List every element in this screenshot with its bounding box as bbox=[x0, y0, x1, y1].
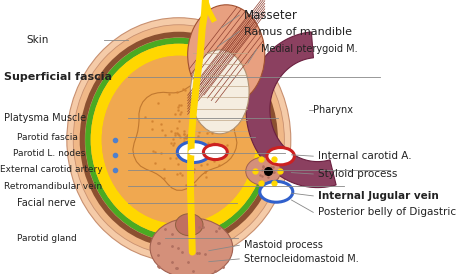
Text: Mastoid process: Mastoid process bbox=[244, 240, 322, 250]
Circle shape bbox=[177, 142, 210, 162]
Ellipse shape bbox=[175, 214, 203, 236]
Text: External carotid artery: External carotid artery bbox=[0, 165, 103, 174]
Text: Superficial fascia: Superficial fascia bbox=[4, 72, 112, 82]
Text: Ramus of mandible: Ramus of mandible bbox=[244, 27, 352, 36]
Circle shape bbox=[260, 181, 293, 202]
Ellipse shape bbox=[85, 38, 273, 242]
Ellipse shape bbox=[80, 32, 278, 248]
Text: Sternocleidomastoid M.: Sternocleidomastoid M. bbox=[244, 254, 358, 264]
Text: Styloid process: Styloid process bbox=[318, 169, 397, 179]
Text: Retromandibular vein: Retromandibular vein bbox=[4, 182, 102, 191]
Text: Posterior belly of Digastric: Posterior belly of Digastric bbox=[318, 207, 456, 217]
Text: Parotid fascia: Parotid fascia bbox=[18, 133, 78, 141]
Ellipse shape bbox=[73, 25, 284, 255]
Circle shape bbox=[203, 145, 228, 159]
Ellipse shape bbox=[150, 218, 233, 274]
Text: Parotid gland: Parotid gland bbox=[18, 234, 77, 243]
Ellipse shape bbox=[67, 18, 291, 262]
Ellipse shape bbox=[188, 5, 265, 105]
Polygon shape bbox=[133, 83, 237, 190]
Text: Internal Jugular vein: Internal Jugular vein bbox=[318, 191, 438, 201]
Polygon shape bbox=[246, 32, 336, 188]
Text: Pharynx: Pharynx bbox=[313, 105, 353, 115]
Ellipse shape bbox=[91, 44, 267, 236]
Text: Masseter: Masseter bbox=[244, 8, 298, 22]
Text: Parotid L. nodes: Parotid L. nodes bbox=[13, 149, 85, 158]
Text: Internal carotid A.: Internal carotid A. bbox=[318, 151, 411, 161]
Ellipse shape bbox=[102, 56, 256, 224]
Text: Skin: Skin bbox=[26, 35, 48, 45]
Ellipse shape bbox=[85, 38, 273, 242]
Ellipse shape bbox=[91, 44, 267, 236]
Ellipse shape bbox=[102, 56, 256, 224]
Text: Facial nerve: Facial nerve bbox=[18, 198, 76, 208]
Circle shape bbox=[188, 149, 200, 156]
Text: Medial pterygoid M.: Medial pterygoid M. bbox=[261, 44, 358, 54]
Circle shape bbox=[267, 147, 294, 165]
Ellipse shape bbox=[191, 50, 249, 134]
Text: Platysma Muscle: Platysma Muscle bbox=[4, 113, 86, 123]
Ellipse shape bbox=[246, 157, 281, 185]
